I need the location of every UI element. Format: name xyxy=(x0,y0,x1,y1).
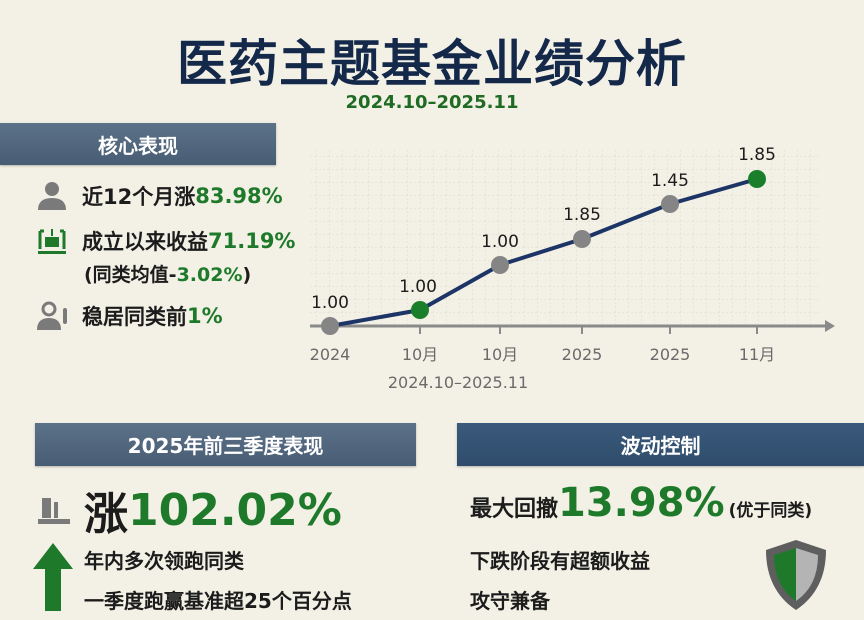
point-label: 1.00 xyxy=(481,232,519,252)
point-label: 1.85 xyxy=(738,145,776,165)
x-axis-label: 2024.10–2025.11 xyxy=(388,373,528,392)
core-item-label: 近12个月涨 xyxy=(82,185,196,209)
q3-rise-value: 102.02% xyxy=(128,484,342,536)
drawdown-value: 13.98% xyxy=(558,480,725,526)
point-label: 1.00 xyxy=(399,277,437,297)
bar-chart-icon xyxy=(38,498,70,524)
core-heading-text: 核心表现 xyxy=(98,133,178,158)
point-label: 1.00 xyxy=(311,293,349,313)
peer-average-suffix: ) xyxy=(242,264,252,286)
up-arrow-icon xyxy=(33,543,73,611)
nav-line-chart: 1.00 1.00 1.00 1.85 1.45 1.85 2024 10月 1… xyxy=(290,130,850,400)
x-tick: 10月 xyxy=(402,345,438,364)
core-item-value: 71.19% xyxy=(208,229,296,253)
point-label: 1.85 xyxy=(563,205,601,225)
core-item-label: 成立以来收益 xyxy=(82,230,208,254)
drawdown-note: (优于同类) xyxy=(728,501,813,521)
x-tick: 10月 xyxy=(482,345,518,364)
volatility-heading-text: 波动控制 xyxy=(620,434,701,458)
fund-box-icon xyxy=(38,229,66,254)
q3-rise: 涨 102.02% xyxy=(36,478,342,542)
volatility-line1: 下跌阶段有超额收益 xyxy=(470,549,650,573)
page-title: 医药主题基金业绩分析 xyxy=(177,35,687,93)
volatility-line2: 攻守兼备 xyxy=(470,589,550,613)
shield-icon xyxy=(766,540,826,610)
x-tick: 11月 xyxy=(739,345,775,364)
max-drawdown: 最大回撤 13.98% (优于同类) xyxy=(470,480,812,526)
core-item-value: 83.98% xyxy=(195,184,283,208)
core-item-rank: 稳居同类前 1% xyxy=(34,300,223,332)
core-heading: 核心表现 xyxy=(0,123,276,165)
date-range: 2024.10–2025.11 xyxy=(345,92,519,113)
volatility-heading: 波动控制 xyxy=(457,423,864,466)
group-icon xyxy=(37,301,67,330)
q3-line2: 一季度跑赢基准超25个百分点 xyxy=(84,589,352,613)
core-item-value: 1% xyxy=(187,304,223,328)
core-item-since-inception: 成立以来收益 71.19% xyxy=(34,225,295,257)
q3-rise-label: 涨 xyxy=(84,489,128,540)
q3-heading-text: 2025年前三季度表现 xyxy=(127,434,324,458)
drawdown-label: 最大回撤 xyxy=(470,497,559,522)
core-item-12m: 近12个月涨 83.98% xyxy=(34,180,283,212)
x-tick: 2025 xyxy=(650,345,691,364)
peer-average: (同类均值-3.02%) xyxy=(84,260,251,287)
core-item-label: 稳居同类前 xyxy=(82,305,187,329)
point-label: 1.45 xyxy=(651,171,689,191)
peer-average-value: 3.02% xyxy=(176,264,243,286)
grid xyxy=(310,150,820,326)
x-tick: 2024 xyxy=(310,345,351,364)
q3-line1: 年内多次领跑同类 xyxy=(84,549,244,573)
person-icon xyxy=(38,182,66,210)
x-tick: 2025 xyxy=(562,345,603,364)
q3-heading: 2025年前三季度表现 xyxy=(35,423,416,466)
peer-average-prefix: (同类均值- xyxy=(84,264,177,286)
chart-svg: 1.00 1.00 1.00 1.85 1.45 1.85 2024 10月 1… xyxy=(310,145,835,392)
